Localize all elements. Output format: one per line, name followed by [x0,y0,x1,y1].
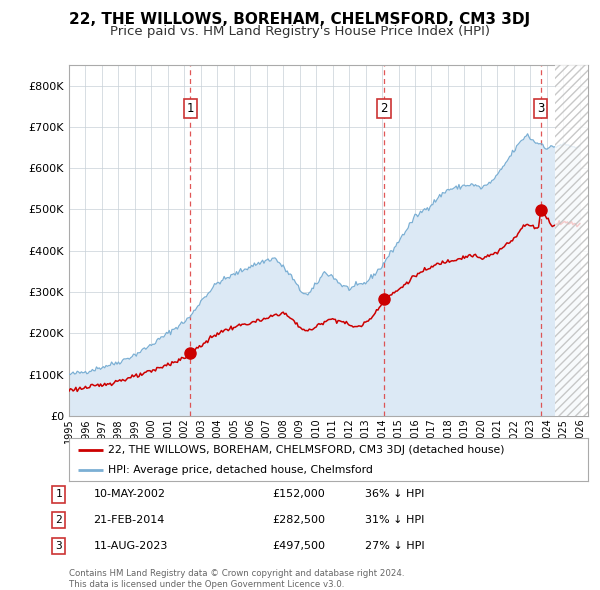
Text: £282,500: £282,500 [272,516,325,525]
Text: 1: 1 [55,490,62,499]
Text: 3: 3 [55,542,62,551]
Text: 22, THE WILLOWS, BOREHAM, CHELMSFORD, CM3 3DJ: 22, THE WILLOWS, BOREHAM, CHELMSFORD, CM… [70,12,530,27]
Text: 2: 2 [380,102,388,115]
Text: 11-AUG-2023: 11-AUG-2023 [94,542,168,551]
Text: £497,500: £497,500 [272,542,325,551]
Text: 10-MAY-2002: 10-MAY-2002 [94,490,166,499]
Text: 27% ↓ HPI: 27% ↓ HPI [365,542,424,551]
Text: Contains HM Land Registry data © Crown copyright and database right 2024.
This d: Contains HM Land Registry data © Crown c… [69,569,404,589]
Text: 3: 3 [537,102,544,115]
Text: Price paid vs. HM Land Registry's House Price Index (HPI): Price paid vs. HM Land Registry's House … [110,25,490,38]
Text: 2: 2 [55,516,62,525]
Text: 31% ↓ HPI: 31% ↓ HPI [365,516,424,525]
Text: 36% ↓ HPI: 36% ↓ HPI [365,490,424,499]
Text: 22, THE WILLOWS, BOREHAM, CHELMSFORD, CM3 3DJ (detached house): 22, THE WILLOWS, BOREHAM, CHELMSFORD, CM… [108,445,505,455]
Bar [555,65,588,416]
Text: HPI: Average price, detached house, Chelmsford: HPI: Average price, detached house, Chel… [108,466,373,475]
Text: £152,000: £152,000 [272,490,325,499]
Text: 21-FEB-2014: 21-FEB-2014 [94,516,165,525]
Text: 1: 1 [187,102,194,115]
